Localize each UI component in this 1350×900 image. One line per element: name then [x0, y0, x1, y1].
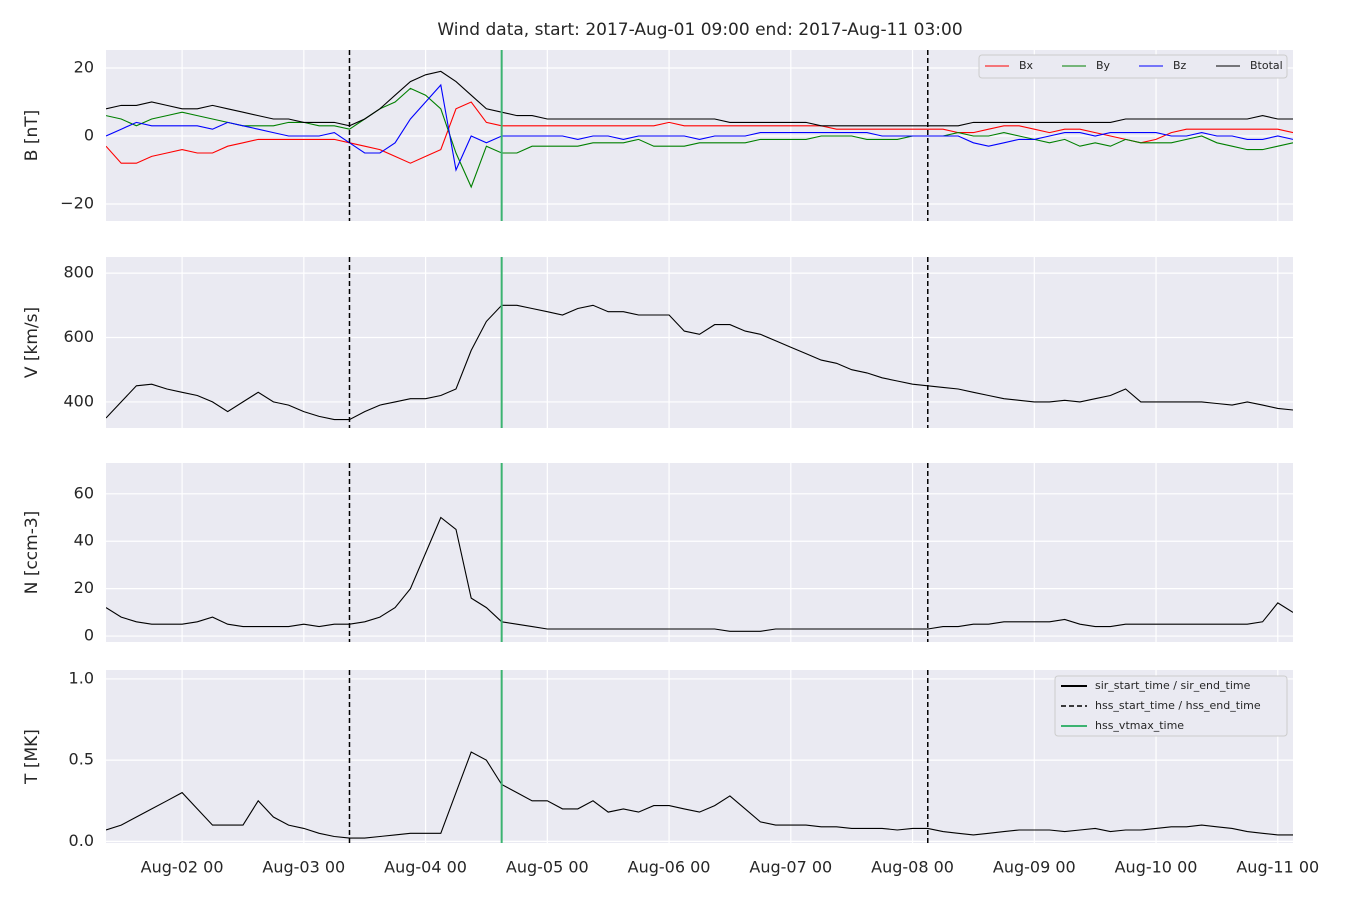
y-tick-label: 0	[84, 626, 94, 645]
plot-lines	[106, 304, 1293, 421]
y-tick-label: −20	[60, 194, 94, 213]
legend-label: Bz	[1173, 59, 1187, 72]
y-tick-label: 800	[63, 263, 94, 282]
y-axis-label: B [nT]	[22, 110, 42, 162]
y-tick-label: 60	[74, 483, 94, 502]
data-line	[106, 101, 1293, 164]
data-line	[106, 516, 1293, 632]
y-tick-label: 400	[63, 391, 94, 410]
x-tick-label: Aug-02 00	[141, 858, 224, 877]
x-tick-label: Aug-07 00	[749, 858, 832, 877]
legend-label: Bx	[1019, 59, 1034, 72]
x-tick-label: Aug-06 00	[628, 858, 711, 877]
legend-label: hss_vtmax_time	[1095, 719, 1184, 732]
x-tick-label: Aug-08 00	[871, 858, 954, 877]
x-tick-label: Aug-05 00	[506, 858, 589, 877]
y-tick-label: 0.0	[69, 831, 94, 850]
data-line	[106, 751, 1293, 839]
data-line	[106, 83, 1293, 172]
data-line	[106, 70, 1293, 127]
x-tick-label: Aug-09 00	[993, 858, 1076, 877]
x-tick-label: Aug-04 00	[384, 858, 467, 877]
figure-title: Wind data, start: 2017-Aug-01 09:00 end:…	[437, 20, 962, 40]
legend-label: By	[1096, 59, 1111, 72]
plot-lines	[106, 516, 1293, 632]
legend-box	[1054, 675, 1288, 737]
y-tick-label: 40	[74, 531, 94, 550]
y-axis-label: N [ccm-3]	[22, 511, 42, 595]
legend-label: sir_start_time / sir_end_time	[1095, 679, 1251, 692]
legend-box	[978, 54, 1288, 79]
plot-background	[106, 463, 1293, 642]
y-axis-label: V [km/s]	[22, 307, 42, 378]
data-line	[106, 304, 1293, 421]
y-tick-label: 20	[74, 58, 94, 77]
plot-lines	[106, 70, 1293, 189]
y-tick-label: 0.5	[69, 750, 94, 769]
y-tick-label: 1.0	[69, 668, 94, 687]
y-axis-label: T [MK]	[22, 729, 42, 785]
legend-label: hss_start_time / hss_end_time	[1095, 699, 1261, 712]
x-tick-label: Aug-10 00	[1115, 858, 1198, 877]
y-tick-label: 600	[63, 327, 94, 346]
plot-lines	[106, 751, 1293, 839]
legend-label: Btotal	[1250, 59, 1283, 72]
y-tick-label: 0	[84, 126, 94, 145]
x-tick-label: Aug-11 00	[1236, 858, 1319, 877]
y-tick-label: 20	[74, 578, 94, 597]
x-tick-label: Aug-03 00	[262, 858, 345, 877]
